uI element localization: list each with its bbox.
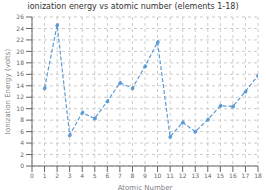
svg-text:26: 26 [16,13,24,20]
svg-text:12: 12 [179,172,187,179]
svg-text:22: 22 [16,36,24,43]
svg-text:18: 18 [254,172,258,179]
svg-text:4: 4 [80,172,84,179]
svg-text:14: 14 [204,172,212,179]
svg-text:0: 0 [30,172,34,179]
svg-text:8: 8 [131,172,135,179]
svg-text:5: 5 [93,172,97,179]
svg-text:8: 8 [20,116,24,123]
svg-text:12: 12 [16,93,24,100]
svg-text:16: 16 [229,172,237,179]
svg-text:24: 24 [16,25,24,32]
svg-text:10: 10 [154,172,162,179]
svg-text:0: 0 [20,162,24,169]
html-text:ionization energy vs atomic nu: ionization energy vs atomic number (elem… [27,2,239,11]
svg-text:2: 2 [55,172,59,179]
svg-text:20: 20 [16,48,24,55]
svg-text:18: 18 [16,59,24,66]
svg-text:13: 13 [191,172,199,179]
svg-text:2: 2 [20,151,24,158]
svg-text:Atomic Number: Atomic Number [118,184,173,190]
svg-text:6: 6 [20,128,24,135]
svg-text:7: 7 [118,172,122,179]
svg-text:6: 6 [105,172,109,179]
svg-text:11: 11 [166,172,174,179]
svg-text:14: 14 [16,82,24,89]
svg-text:16: 16 [16,70,24,77]
svg-text:17: 17 [242,172,250,179]
svg-text:4: 4 [20,139,24,146]
svg-text:10: 10 [16,105,24,112]
svg-text:15: 15 [217,172,225,179]
svg-text:1: 1 [43,172,47,179]
svg-text:9: 9 [143,172,147,179]
svg-text:Ionization Energy (volts): Ionization Energy (volts) [8,49,12,135]
svg-text:3: 3 [68,172,72,179]
